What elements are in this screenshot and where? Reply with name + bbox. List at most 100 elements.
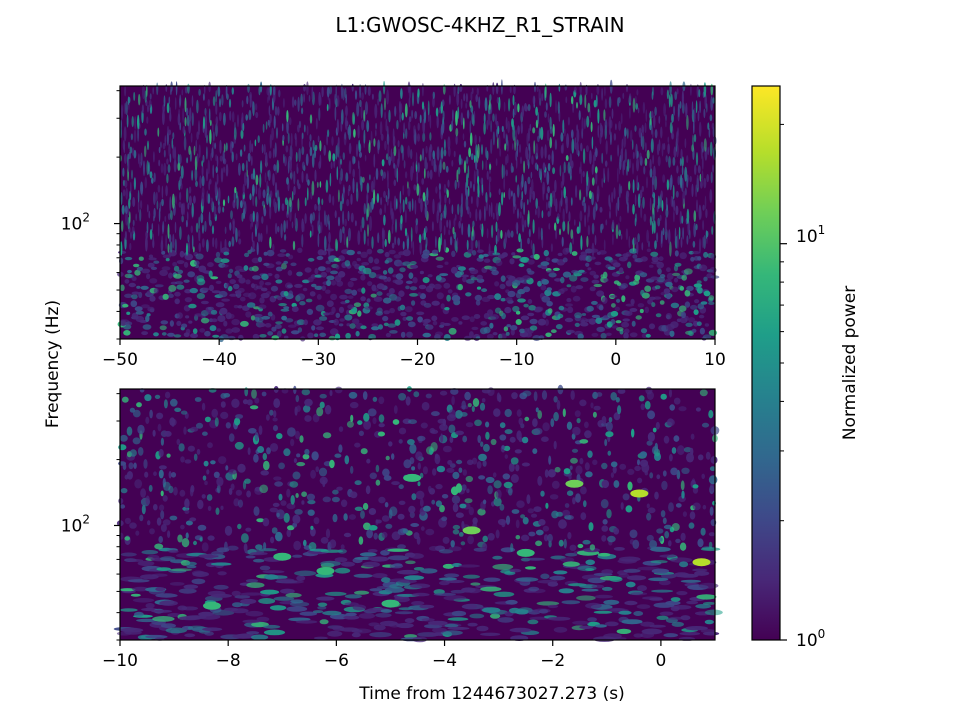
spectrogram-pixel — [124, 205, 128, 214]
spectrogram-pixel — [282, 98, 285, 108]
spectrogram-pixel — [183, 584, 199, 590]
spectrogram-pixel — [499, 283, 506, 290]
spectrogram-pixel — [588, 522, 594, 532]
spectrogram-pixel — [391, 531, 401, 541]
spectrogram-pixel — [478, 209, 482, 221]
spectrogram-pixel — [668, 540, 672, 547]
spectrogram-pixel — [244, 478, 251, 484]
spectrogram-pixel — [580, 161, 582, 172]
spectrogram-pixel — [625, 251, 632, 257]
spectrogram-pixel — [190, 485, 195, 493]
spectrogram-pixel — [641, 185, 644, 193]
spectrogram-pixel — [503, 101, 506, 113]
spectrogram-pixel — [417, 481, 421, 487]
spectrogram-pixel — [259, 484, 269, 494]
spectrogram-pixel — [461, 274, 469, 278]
spectrogram-pixel — [394, 105, 397, 117]
colorbar-ticks — [780, 123, 787, 641]
spectrogram-pixel — [648, 240, 650, 248]
spectrogram-pixel — [451, 250, 456, 257]
spectrogram-pixel — [467, 403, 472, 408]
spectrogram-pixel — [166, 102, 170, 114]
spectrogram-pixel — [517, 125, 520, 135]
spectrogram-pixel — [283, 220, 286, 233]
spectrogram-pixel — [692, 240, 696, 248]
spectrogram-pixel — [620, 185, 623, 194]
spectrogram-pixel — [158, 469, 164, 479]
spectrogram-pixel — [511, 143, 514, 150]
spectrogram-pixel — [618, 556, 641, 562]
spectrogram-pixel — [198, 88, 201, 96]
spectrogram-pixel — [350, 212, 354, 223]
spectrogram-pixel — [198, 216, 200, 230]
spectrogram-pixel — [567, 532, 572, 540]
spectrogram-pixel — [254, 397, 260, 404]
x-tick-label: −20 — [400, 350, 436, 370]
spectrogram-pixel — [127, 269, 132, 274]
spectrogram-pixel — [181, 89, 184, 96]
spectrogram-pixel — [402, 261, 412, 267]
spectrogram-pixel — [378, 496, 386, 504]
spectrogram-pixel — [198, 144, 201, 158]
spectrogram-pixel — [465, 93, 468, 103]
spectrogram-pixel — [575, 185, 578, 198]
spectrogram-pixel — [547, 154, 551, 161]
spectrogram-pixel — [499, 434, 507, 441]
spectrogram-pixel — [191, 202, 194, 218]
spectrogram-pixel — [679, 542, 687, 551]
spectrogram-pixel — [336, 239, 338, 252]
spectrogram-pixel — [417, 122, 420, 131]
spectrogram-pixel — [711, 122, 715, 130]
spectrogram-pixel — [294, 570, 317, 577]
spectrogram-pixel — [549, 92, 552, 108]
spectrogram-pixel — [467, 223, 471, 238]
spectrogram-pixel — [187, 234, 190, 243]
spectrogram-pixel — [217, 86, 221, 97]
x-axis-label: Time from 1244673027.273 (s) — [358, 684, 625, 704]
spectrogram-pixel — [710, 96, 714, 111]
spectrogram-pixel — [371, 93, 374, 100]
spectrogram-pixel — [486, 170, 489, 180]
spectrogram-pixel — [394, 236, 396, 246]
spectrogram-pixel — [672, 196, 674, 208]
spectrogram-pixel — [159, 504, 165, 511]
spectrogram-pixel — [469, 316, 475, 323]
spectrogram-pixel — [540, 261, 550, 266]
spectrogram-pixel — [432, 96, 435, 108]
spectrogram-pixel — [240, 592, 264, 596]
spectrogram-pixel — [515, 577, 539, 582]
spectrogram-pixel — [520, 534, 530, 542]
spectrogram-pixel — [361, 287, 366, 294]
spectrogram-pixel — [697, 256, 702, 261]
spectrogram-pixel — [562, 271, 572, 278]
spectrogram-pixel — [576, 141, 579, 156]
spectrogram-pixel — [266, 291, 271, 295]
spectrogram-pixel — [338, 255, 345, 262]
spectrogram-pixel — [187, 271, 196, 278]
spectrogram-pixel — [642, 196, 645, 209]
spectrogram-pixel — [585, 471, 593, 478]
spectrogram-pixel — [200, 317, 210, 324]
spectrogram-pixel — [132, 147, 134, 156]
spectrogram-pixel — [224, 525, 233, 536]
spectrogram-pixel — [303, 539, 307, 547]
spectrogram-pixel — [533, 427, 543, 435]
spectrogram-pixel — [336, 95, 340, 107]
spectrogram-pixel — [267, 273, 273, 277]
spectrogram-pixel — [617, 196, 620, 211]
spectrogram-pixel — [192, 328, 198, 334]
spectrogram-pixel — [686, 114, 689, 131]
spectrogram-pixel — [623, 159, 626, 171]
spectrogram-pixel — [137, 126, 139, 142]
spectrogram-pixel — [140, 285, 149, 290]
spectrogram-pixel — [120, 627, 144, 633]
spectrogram-pixel — [427, 100, 430, 116]
spectrogram-pixel — [234, 595, 251, 599]
spectrogram-pixel — [658, 256, 664, 262]
spectrogram-pixel — [708, 410, 714, 419]
spectrogram-pixel — [571, 448, 579, 453]
spectrogram-pixel — [711, 225, 714, 235]
spectrogram-pixel — [562, 509, 571, 517]
spectrogram-pixel — [120, 119, 122, 130]
spectrogram-pixel — [334, 210, 337, 219]
